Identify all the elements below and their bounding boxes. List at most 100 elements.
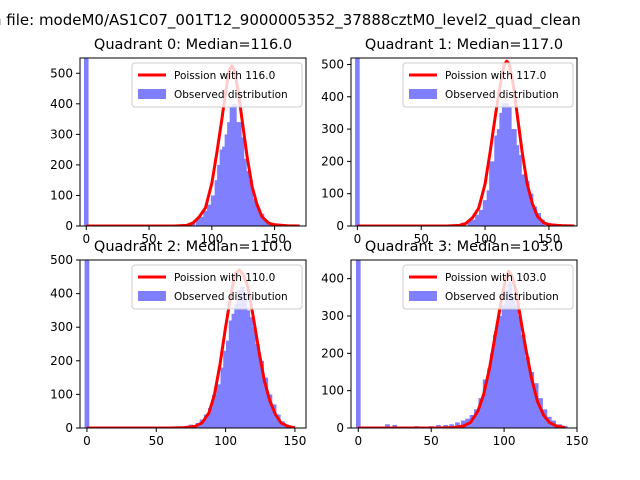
x-tick-label: 50 bbox=[149, 434, 164, 448]
legend-observed-label: Observed distribution bbox=[174, 89, 288, 101]
subplot-title: Quadrant 2: Median=110.0 bbox=[94, 239, 292, 255]
suptitle: n file: modeM0/AS1C07_001T12_9000005352_… bbox=[0, 11, 581, 30]
x-tick-label: 50 bbox=[424, 434, 439, 448]
histogram-bar bbox=[524, 180, 530, 226]
histogram-bar bbox=[250, 327, 256, 428]
histogram-bar bbox=[203, 414, 209, 428]
histogram-bar bbox=[225, 340, 231, 428]
y-tick-label: 200 bbox=[50, 158, 73, 172]
y-tick-label: 200 bbox=[321, 346, 344, 360]
plot-area bbox=[355, 58, 575, 226]
x-tick-label: 0 bbox=[354, 232, 362, 246]
histogram-bar bbox=[520, 334, 526, 428]
y-tick-label: 100 bbox=[50, 387, 73, 401]
histogram-bar bbox=[475, 214, 480, 226]
histogram-bar bbox=[219, 149, 225, 226]
axes-frame bbox=[350, 57, 578, 227]
legend-box bbox=[402, 62, 574, 108]
histogram-bar bbox=[248, 317, 253, 428]
histogram-bar bbox=[486, 190, 492, 226]
y-tick-label: 100 bbox=[321, 384, 344, 398]
histogram-bar bbox=[460, 420, 466, 428]
y-tick-label: 500 bbox=[50, 253, 73, 267]
axes-frame bbox=[79, 57, 307, 227]
x-tick-label: 100 bbox=[493, 434, 516, 448]
histogram-bar bbox=[212, 394, 217, 428]
histogram-bar bbox=[223, 350, 228, 428]
histogram-bar bbox=[242, 293, 248, 428]
legend-box bbox=[402, 264, 574, 310]
legend-observed-swatch bbox=[138, 291, 166, 301]
x-tick-label: 0 bbox=[83, 434, 91, 448]
histogram-bar bbox=[494, 135, 499, 226]
legend-observed-swatch bbox=[409, 291, 437, 301]
histogram-bar bbox=[385, 424, 390, 428]
histogram-bar bbox=[271, 404, 277, 428]
histogram-bar bbox=[245, 310, 251, 428]
y-tick-label: 400 bbox=[50, 287, 73, 301]
histogram-bar bbox=[504, 103, 510, 226]
plot-area bbox=[84, 58, 300, 226]
histogram-bar bbox=[355, 58, 360, 226]
x-tick-label: 0 bbox=[82, 232, 90, 246]
subplot-title: Quadrant 1: Median=117.0 bbox=[365, 37, 563, 53]
histogram-bar bbox=[496, 129, 502, 226]
histogram-bar bbox=[507, 106, 512, 226]
histogram-bar bbox=[474, 409, 479, 428]
histogram-bar bbox=[533, 383, 539, 428]
histogram-bar bbox=[491, 161, 497, 226]
histogram-bar bbox=[234, 303, 240, 428]
x-tick-label: 150 bbox=[566, 434, 589, 448]
legend-box bbox=[131, 62, 303, 108]
y-tick-label: 100 bbox=[321, 187, 344, 201]
histogram-bar bbox=[214, 180, 220, 226]
histogram-bar bbox=[237, 122, 242, 226]
histogram-bar bbox=[229, 106, 235, 226]
y-tick-label: 500 bbox=[321, 57, 344, 71]
histogram-bar bbox=[231, 313, 237, 428]
histogram-bar bbox=[259, 360, 264, 428]
histogram-bar bbox=[267, 394, 273, 428]
histogram-bar bbox=[263, 377, 269, 428]
histogram-bar bbox=[227, 122, 232, 226]
histogram-bar bbox=[507, 282, 513, 428]
legend-observed-label: Observed distribution bbox=[174, 291, 288, 303]
histogram-bar bbox=[207, 407, 213, 428]
histogram-bar bbox=[220, 367, 226, 428]
histogram-bar bbox=[532, 206, 538, 226]
histogram-bar bbox=[216, 384, 222, 428]
histogram-bar bbox=[224, 134, 230, 226]
axes-frame bbox=[350, 259, 578, 429]
histogram-bar bbox=[207, 204, 212, 226]
histogram-bar bbox=[482, 379, 488, 428]
subplot-2: 0 50 100 150 0 100 200 300 400 500 Quadrant 2: Med… bbox=[50, 239, 307, 448]
histogram-bar bbox=[504, 289, 510, 428]
y-tick-label: 200 bbox=[321, 154, 344, 168]
histogram-bar bbox=[232, 103, 237, 226]
plot-area bbox=[355, 260, 568, 428]
y-tick-label: 400 bbox=[321, 272, 344, 286]
legend-observed-swatch bbox=[138, 89, 166, 99]
histogram-bar bbox=[529, 372, 535, 428]
x-tick-label: 150 bbox=[537, 232, 560, 246]
histogram-bar bbox=[490, 353, 495, 428]
subplot-3: 0 50 100 150 0 100 200 300 400 Quadrant 3: Median… bbox=[321, 239, 588, 448]
histogram-bar bbox=[239, 286, 245, 428]
subplot-title: Quadrant 3: Median=103.0 bbox=[365, 239, 563, 255]
histogram-bar bbox=[482, 200, 488, 226]
y-tick-label: 500 bbox=[50, 66, 73, 80]
legend-poisson-label: Poission with 110.0 bbox=[174, 272, 275, 284]
histogram-bar bbox=[528, 193, 534, 226]
histogram-bar bbox=[513, 304, 519, 428]
histogram-bar bbox=[259, 213, 265, 226]
legend-observed-label: Observed distribution bbox=[445, 89, 559, 101]
y-tick-label: 300 bbox=[321, 309, 344, 323]
histogram-bar bbox=[210, 195, 216, 226]
x-tick-label: 100 bbox=[214, 434, 237, 448]
legend-poisson-label: Poission with 116.0 bbox=[174, 70, 275, 82]
histogram-bar bbox=[84, 260, 90, 428]
histogram-bar bbox=[239, 137, 245, 226]
histogram-bar bbox=[256, 207, 261, 226]
histogram-bar bbox=[499, 112, 504, 226]
histogram-bar bbox=[514, 145, 520, 226]
